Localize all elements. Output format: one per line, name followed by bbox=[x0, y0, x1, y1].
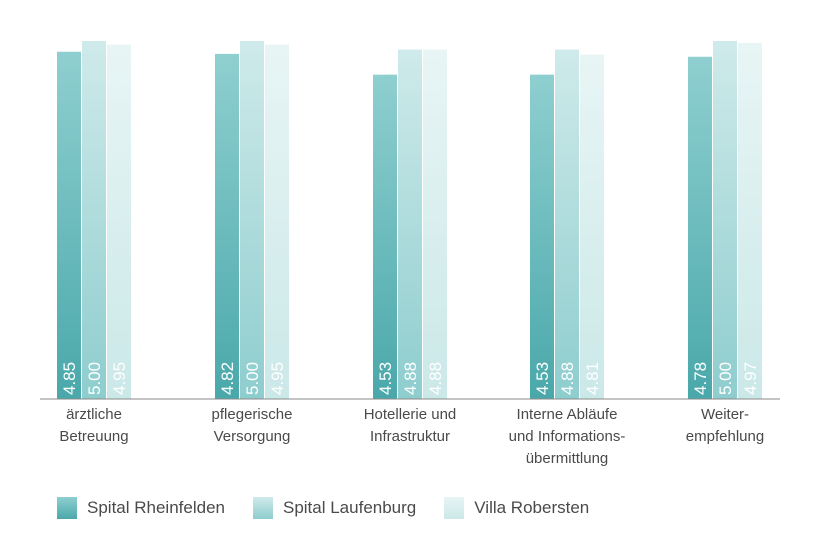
bar bbox=[738, 43, 762, 399]
bar bbox=[688, 56, 712, 399]
category-label: übermittlung bbox=[526, 450, 609, 467]
category-label: Hotellerie und bbox=[364, 406, 457, 423]
bar bbox=[373, 74, 397, 399]
legend-item-spital-laufenburg: Spital Laufenburg bbox=[252, 497, 417, 519]
category-label: Weiter- bbox=[701, 406, 749, 423]
bar bbox=[215, 53, 239, 399]
bar-value-label: 4.85 bbox=[60, 362, 79, 395]
legend-label: Villa Robersten bbox=[474, 498, 590, 517]
legend-swatch bbox=[252, 497, 273, 519]
category-label: empfehlung bbox=[686, 428, 764, 445]
bar bbox=[713, 41, 737, 399]
bar-value-label: 5.00 bbox=[716, 362, 735, 395]
bar-value-label: 4.81 bbox=[583, 362, 602, 395]
bar-value-label: 4.97 bbox=[741, 362, 760, 395]
bar bbox=[82, 41, 106, 399]
bars-group: 4.85 5.00 4.95 4.82 5.00 4.95 4.53 4.88 4.88 4.53… bbox=[57, 41, 762, 400]
bar bbox=[555, 49, 579, 399]
legend-item-villa-robersten: Villa Robersten bbox=[444, 497, 589, 519]
bar-value-label: 4.95 bbox=[268, 362, 287, 395]
legend: Spital Rheinfelden Spital Laufenburg Vil… bbox=[57, 497, 589, 519]
bar-value-label: 4.78 bbox=[691, 362, 710, 395]
bar bbox=[265, 44, 289, 400]
category-label: und Informations- bbox=[509, 428, 626, 445]
bar-value-label: 5.00 bbox=[243, 362, 262, 395]
bar-value-label: 4.88 bbox=[558, 362, 577, 395]
bar-value-label: 4.88 bbox=[401, 362, 420, 395]
category-label: ärztliche bbox=[66, 406, 122, 423]
category-label: Infrastruktur bbox=[370, 428, 450, 445]
legend-item-spital-rheinfelden: Spital Rheinfelden bbox=[57, 497, 225, 519]
category-label: Betreuung bbox=[59, 428, 128, 445]
bar bbox=[240, 41, 264, 399]
bar bbox=[530, 74, 554, 399]
legend-swatch bbox=[57, 497, 77, 519]
category-label: Versorgung bbox=[214, 428, 291, 445]
legend-label: Spital Rheinfelden bbox=[87, 498, 225, 517]
legend-swatch bbox=[444, 497, 465, 519]
bar bbox=[580, 54, 604, 399]
bar bbox=[57, 51, 81, 400]
bar-value-label: 4.53 bbox=[376, 362, 395, 395]
category-label: Interne Abläufe bbox=[517, 406, 618, 423]
bar-value-label: 4.82 bbox=[218, 362, 237, 395]
bar-value-label: 4.95 bbox=[110, 362, 129, 395]
bar-value-label: 4.88 bbox=[426, 362, 445, 395]
legend-label: Spital Laufenburg bbox=[282, 498, 417, 517]
bar-value-label: 4.53 bbox=[533, 362, 552, 395]
category-label: pflegerische bbox=[212, 406, 293, 423]
bar bbox=[398, 49, 422, 399]
category-labels: ärztliche Betreuung pflegerische Versorgung… bbox=[59, 406, 764, 467]
bar-chart: 4.85 5.00 4.95 4.82 5.00 4.95 4.53 4.88 4.88 4.53… bbox=[40, 41, 780, 467]
bar bbox=[423, 49, 447, 399]
bar-value-label: 5.00 bbox=[85, 362, 104, 395]
bar bbox=[107, 44, 131, 400]
